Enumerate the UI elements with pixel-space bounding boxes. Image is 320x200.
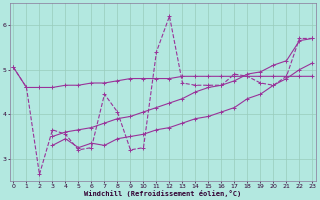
X-axis label: Windchill (Refroidissement éolien,°C): Windchill (Refroidissement éolien,°C) — [84, 190, 242, 197]
